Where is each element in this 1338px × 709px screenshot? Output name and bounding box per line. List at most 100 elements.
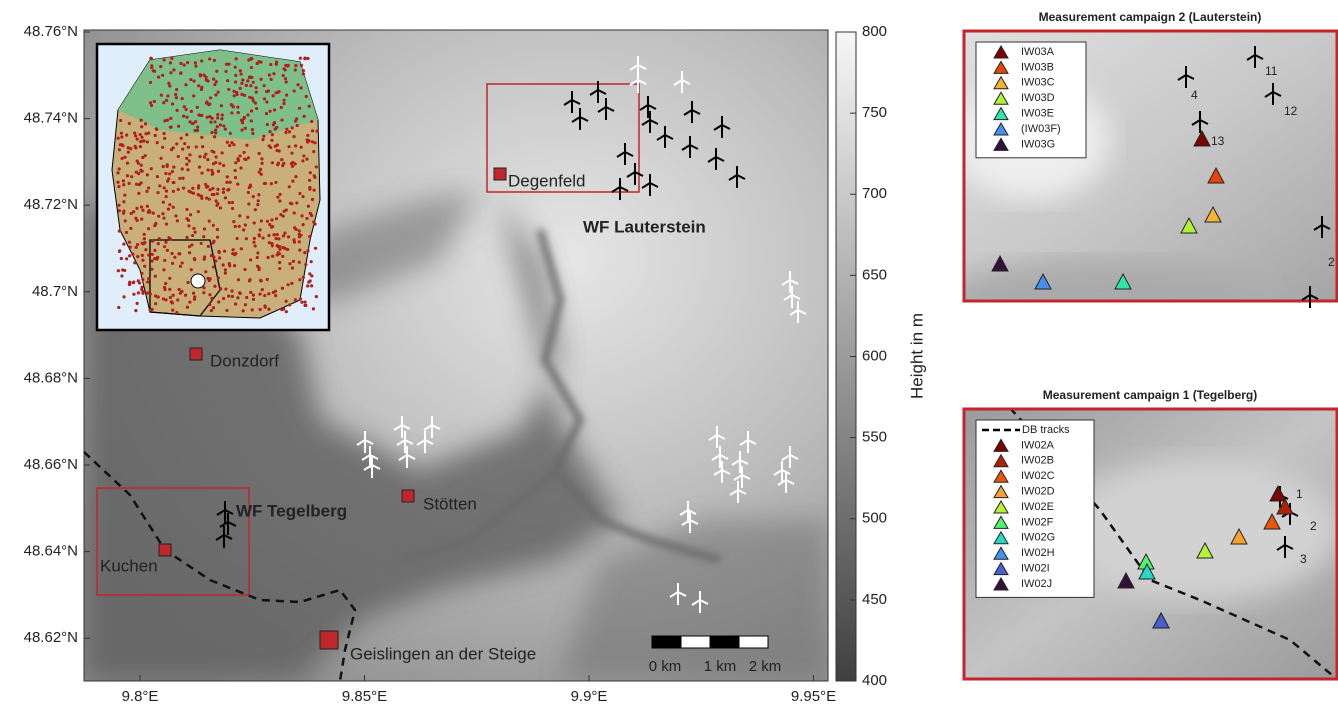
turbine-dot (258, 307, 262, 312)
turbine-dot (133, 144, 137, 148)
legend-marker (993, 60, 1009, 74)
turbine-dot (230, 206, 235, 211)
turbine-dot (288, 303, 292, 307)
turbine-dot (293, 68, 297, 72)
turbine-dot (248, 95, 252, 99)
turbine-dot (266, 89, 271, 93)
turbine-dot (283, 231, 287, 235)
turbine-dot (218, 161, 222, 166)
turbine-dot (281, 254, 285, 258)
turbine-dot (156, 295, 160, 299)
turbine-dot (174, 96, 178, 100)
panel-title: Measurement campaign 1 (Tegelberg) (1043, 388, 1258, 402)
colorbar-label: Height in m (907, 313, 926, 399)
turbine-dot (171, 308, 175, 312)
turbine-dot (292, 134, 296, 139)
turbine-dot (256, 251, 260, 255)
turbine-dot (162, 245, 167, 249)
turbine-dot (238, 291, 242, 295)
turbine-dot (253, 101, 258, 105)
turbine-dot (128, 245, 132, 249)
turbine-dot (300, 214, 304, 218)
turbine-dot (117, 249, 122, 254)
turbine (1177, 66, 1195, 88)
turbine-dot (201, 145, 205, 149)
turbine-dot (199, 87, 204, 92)
turbine-dot (139, 205, 144, 209)
turbine-dot (244, 237, 248, 241)
turbine-dot (145, 189, 149, 194)
turbine-label: 1 (1296, 487, 1303, 501)
turbine-dot (205, 115, 209, 119)
turbine-dot (145, 173, 149, 177)
turbine-dot (117, 148, 122, 152)
turbine (679, 501, 697, 523)
legend-marker (993, 530, 1009, 545)
turbine-dot (251, 99, 255, 103)
turbine-dot (294, 144, 298, 148)
turbine (363, 456, 381, 478)
turbine-dot (186, 61, 190, 65)
turbine-dot (116, 269, 120, 273)
turbine (683, 101, 701, 123)
turbine-dot (120, 274, 124, 278)
turbine-dot (208, 293, 212, 297)
turbine-dot (133, 131, 137, 135)
turbine-dot (122, 295, 126, 299)
turbine-dot (284, 299, 288, 303)
turbine-dot (117, 167, 121, 171)
measurement-marker (1204, 205, 1222, 223)
turbine-dot (209, 120, 213, 124)
turbine-dot (278, 192, 282, 196)
turbine-dot (170, 301, 174, 305)
turbine-dot (281, 73, 285, 78)
turbine-dot (255, 106, 259, 111)
turbine-dot (187, 159, 191, 163)
turbine-shape (777, 471, 795, 493)
turbine-dot (220, 151, 224, 155)
turbine-dot (232, 220, 236, 224)
legend-marker (993, 515, 1009, 529)
turbine-dot (127, 282, 132, 287)
turbine-dot (269, 182, 273, 186)
turbine-dot (165, 118, 170, 122)
turbine-dot (262, 134, 266, 138)
turbine-dot (162, 285, 167, 289)
turbine-dot (257, 266, 261, 270)
turbine-dot (294, 63, 298, 68)
turbine-dot (292, 238, 296, 242)
turbine-dot (232, 89, 236, 93)
campaign-box (96, 487, 250, 596)
turbine-dot (198, 73, 202, 77)
turbine-dot (227, 87, 231, 92)
turbine-dot (191, 186, 195, 190)
turbine-dot (197, 184, 201, 188)
turbine-shape (679, 501, 697, 523)
turbine (728, 166, 746, 188)
turbine-dot (290, 281, 294, 286)
turbine-dot (302, 154, 306, 158)
legend-label: DB tracks (1022, 424, 1070, 436)
turbine-dot (291, 160, 295, 165)
turbine-dot (310, 129, 315, 133)
turbine (783, 286, 801, 308)
turbine-dot (149, 103, 154, 108)
turbine-label: 4 (1191, 88, 1198, 102)
measurement-marker (1152, 611, 1170, 629)
turbine-dot (276, 245, 280, 249)
turbine-dot (143, 264, 147, 268)
legend-marker (993, 577, 1009, 591)
turbine-dot (188, 300, 192, 304)
turbine-shape (781, 271, 799, 293)
turbine-dot (261, 137, 265, 142)
turbine-dot (164, 222, 169, 226)
turbine-dot (241, 309, 245, 313)
turbine-dot (208, 277, 212, 281)
turbine-dot (208, 96, 213, 100)
turbine-dot (208, 115, 212, 119)
turbine-dot (192, 94, 196, 98)
turbine (673, 71, 691, 93)
turbine-dot (275, 60, 279, 64)
turbine-dot (214, 155, 218, 159)
legend-marker (993, 453, 1009, 468)
